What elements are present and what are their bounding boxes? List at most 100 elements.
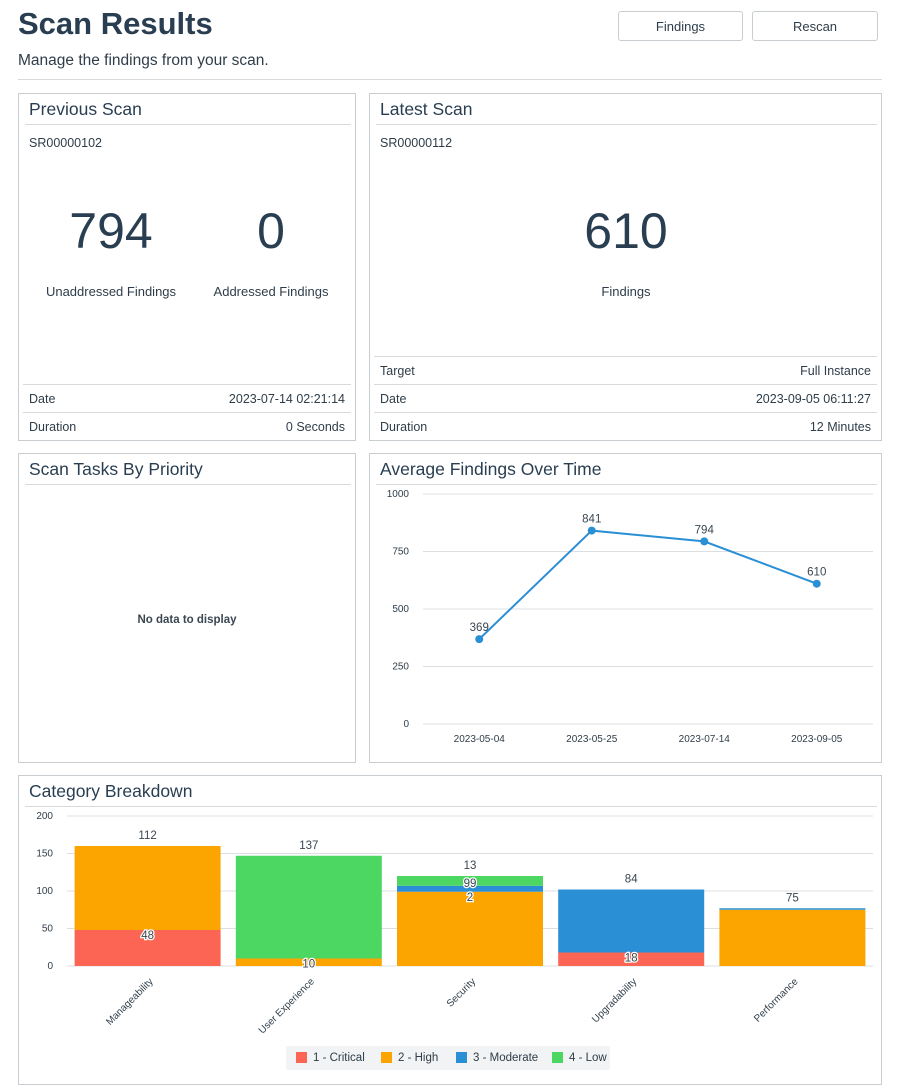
data-label: 18 — [625, 953, 638, 965]
latest-scan-card: Latest Scan SR00000112 610 Findings Targ… — [369, 93, 882, 441]
x-tick-label: User Experience — [257, 976, 317, 1036]
data-label: 841 — [582, 514, 601, 526]
y-tick-label: 500 — [392, 604, 409, 615]
previous-scan-duration-row: Duration 0 Seconds — [23, 412, 351, 440]
target-label: Target — [380, 364, 415, 378]
average-findings-title: Average Findings Over Time — [380, 459, 602, 479]
data-label: 610 — [807, 567, 826, 579]
duration-label: Duration — [380, 420, 428, 434]
y-tick-label: 750 — [392, 547, 409, 558]
y-tick-label: 0 — [403, 719, 409, 730]
x-tick-label: Performance — [752, 976, 801, 1025]
previous-scan-id[interactable]: SR00000102 — [29, 136, 102, 150]
legend-label: 4 - Low — [569, 1052, 607, 1064]
latest-scan-target-row: Target Full Instance — [374, 356, 877, 384]
data-label: 84 — [625, 874, 638, 886]
tasks-by-priority-card: Scan Tasks By Priority No data to displa… — [18, 453, 356, 763]
bar-segment — [235, 855, 382, 959]
data-point — [475, 635, 484, 644]
data-label: 794 — [695, 524, 715, 536]
no-data-message: No data to display — [137, 614, 237, 626]
x-tick-label: Upgradability — [590, 976, 639, 1025]
bar-segment — [74, 930, 221, 966]
legend-critical[interactable]: 1 - Critical — [296, 1052, 365, 1064]
header-divider — [18, 79, 882, 80]
date-value: 2023-09-05 06:11:27 — [755, 392, 871, 406]
duration-value: 12 Minutes — [809, 420, 871, 434]
card-divider — [376, 124, 877, 125]
data-label: 2 — [467, 892, 473, 904]
data-label: 48 — [141, 930, 154, 942]
previous-scan-card: Previous Scan SR00000102 794 Unaddressed… — [18, 93, 356, 441]
bar-segment — [558, 889, 705, 953]
rescan-button[interactable]: Rescan — [752, 11, 878, 41]
legend-swatch — [381, 1052, 392, 1063]
legend-swatch — [552, 1052, 563, 1063]
legend-moderate[interactable]: 3 - Moderate — [456, 1052, 538, 1064]
legend-high[interactable]: 2 - High — [381, 1052, 438, 1064]
legend-label: 2 - High — [398, 1052, 439, 1064]
date-label: Date — [380, 392, 407, 406]
y-tick-label: 150 — [36, 849, 53, 860]
unaddressed-findings-count[interactable]: 794 — [69, 203, 153, 259]
y-tick-label: 100 — [36, 886, 53, 897]
data-label: 112 — [138, 830, 156, 842]
bar-segment — [74, 846, 221, 930]
x-tick-label: Security — [445, 976, 478, 1009]
addressed-findings-count[interactable]: 0 — [257, 203, 285, 259]
bar-segment — [397, 885, 543, 892]
legend-low[interactable]: 4 - Low — [552, 1052, 607, 1064]
previous-scan-title: Previous Scan — [29, 99, 142, 119]
latest-findings-count[interactable]: 610 — [584, 203, 668, 259]
latest-scan-duration-row: Duration 12 Minutes — [374, 412, 877, 440]
duration-label: Duration — [29, 420, 77, 434]
latest-scan-id[interactable]: SR00000112 — [380, 136, 453, 150]
tasks-by-priority-title: Scan Tasks By Priority — [29, 459, 203, 479]
page-title: Scan Results — [18, 6, 213, 41]
bar-segment — [397, 876, 543, 886]
data-label: 13 — [464, 860, 477, 872]
x-tick-label: 2023-07-14 — [679, 734, 731, 745]
bar-segment — [397, 891, 543, 966]
series-line — [478, 529, 818, 640]
y-tick-label: 250 — [392, 662, 409, 673]
data-label: 75 — [786, 892, 799, 904]
x-tick-label: 2023-05-25 — [566, 734, 618, 745]
page-subtitle: Manage the findings from your scan. — [18, 52, 269, 69]
data-label: 99 — [464, 878, 477, 890]
category-breakdown-bar-chart: 0 50 100 150 200 48 112 Manageability 10 137 User … — [36, 811, 873, 1036]
y-tick-label: 0 — [47, 961, 53, 972]
addressed-findings-label: Addressed Findings — [213, 284, 329, 299]
bar-segment — [719, 909, 866, 966]
latest-scan-date-row: Date 2023-09-05 06:11:27 — [374, 384, 877, 412]
average-findings-card: Average Findings Over Time 0 250 500 750 100… — [369, 453, 882, 763]
y-tick-label: 50 — [42, 924, 54, 935]
latest-findings-label: Findings — [601, 284, 651, 299]
bar-segment — [235, 958, 382, 966]
date-label: Date — [29, 392, 56, 406]
card-divider — [25, 806, 877, 807]
data-label: 10 — [302, 959, 315, 971]
legend-swatch — [456, 1052, 467, 1063]
data-point — [587, 526, 596, 535]
card-divider — [25, 124, 351, 125]
legend-label: 3 - Moderate — [473, 1052, 539, 1064]
legend-swatch — [296, 1052, 307, 1063]
date-value: 2023-07-14 02:21:14 — [228, 392, 345, 406]
category-breakdown-title: Category Breakdown — [29, 781, 193, 801]
bar-segment — [558, 952, 705, 966]
target-value: Full Instance — [800, 364, 871, 378]
data-point — [812, 579, 821, 588]
card-divider — [25, 484, 351, 485]
x-tick-label: Manageability — [104, 976, 155, 1027]
findings-button[interactable]: Findings — [618, 11, 743, 41]
data-label: 137 — [299, 840, 318, 852]
x-tick-label: 2023-09-05 — [791, 734, 843, 745]
x-tick-label: 2023-05-04 — [454, 734, 506, 745]
y-tick-label: 200 — [36, 811, 53, 822]
card-divider — [376, 484, 877, 485]
legend-label: 1 - Critical — [313, 1052, 365, 1064]
unaddressed-findings-label: Unaddressed Findings — [45, 284, 177, 299]
previous-scan-date-row: Date 2023-07-14 02:21:14 — [23, 384, 351, 412]
latest-scan-title: Latest Scan — [380, 99, 473, 119]
